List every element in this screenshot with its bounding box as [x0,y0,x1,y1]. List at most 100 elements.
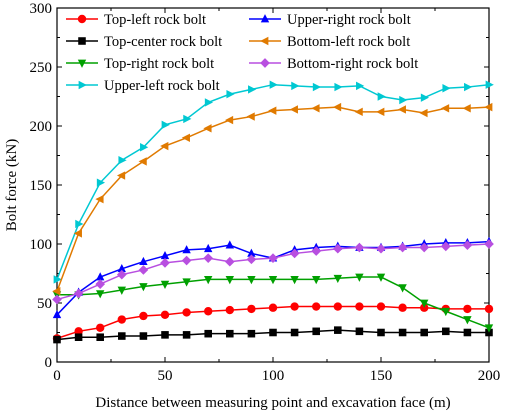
data-point [95,194,104,204]
legend-entry: Top-right rock bolt [66,56,214,72]
data-point [96,178,106,187]
data-point [333,274,342,284]
data-point [462,104,471,113]
legend-entry: Bottom-left rock bolt [249,34,410,50]
data-point [376,243,386,254]
data-point [376,273,386,282]
data-point [377,328,385,337]
y-tick-label: 50 [37,296,52,312]
data-point [204,243,213,253]
data-point [356,81,365,91]
data-point [333,302,342,311]
data-point [463,328,472,337]
data-point [160,310,170,319]
y-tick-label: 250 [30,60,53,76]
data-point [139,332,148,340]
data-point [226,329,234,338]
data-point [204,276,213,285]
legend-swatch-marker [77,14,87,24]
data-point [484,304,494,314]
data-point [53,335,61,344]
data-point [247,276,256,285]
data-point [139,283,148,292]
data-point [334,82,343,92]
legend-label: Bottom-left rock bolt [287,34,410,50]
data-point [160,250,170,260]
data-point [397,105,406,114]
data-point [442,84,451,93]
data-point [484,102,493,112]
data-point [161,120,170,130]
x-tick-label: 100 [262,368,285,384]
plot-series [52,80,494,344]
y-axis-label: Bolt force (kN) [4,139,20,231]
series-upper-left-rock-bolt [53,80,494,284]
legend-label: Top-right rock bolt [104,56,214,72]
data-point [182,278,191,287]
data-point [160,141,169,151]
data-point [312,276,321,285]
data-point [354,107,363,117]
series-bottom-right-rock-bolt [52,239,494,305]
data-point [484,239,494,249]
data-point [246,254,257,265]
data-point [116,171,126,180]
data-point [183,114,192,124]
x-tick-label: 200 [478,368,501,384]
data-point [398,328,407,337]
data-point [420,328,428,337]
data-point [376,302,386,311]
data-point [464,82,473,92]
data-point [52,287,61,296]
data-point [463,304,472,314]
data-point [399,95,408,105]
data-point [182,308,191,317]
data-point [334,326,342,334]
data-point [462,240,473,251]
data-point [355,327,364,336]
data-point [354,242,365,253]
data-point [52,309,62,319]
data-point [140,143,149,152]
data-point [441,307,450,317]
data-point [442,327,450,336]
data-point [204,98,214,107]
data-point [116,269,127,280]
data-point [138,265,149,275]
data-point [181,133,190,142]
x-tick-label: 150 [370,368,393,384]
legend-label: Bottom-right rock bolt [287,56,418,72]
data-point [117,315,127,324]
data-point [268,253,278,263]
data-point [355,302,364,311]
data-point [290,276,299,285]
data-point [269,328,277,337]
data-point [224,256,235,267]
data-point [247,329,256,338]
legend-swatch-marker [260,58,270,68]
data-point [73,229,82,238]
data-point [224,115,234,125]
data-point [311,104,320,113]
data-point [96,333,104,341]
data-point [74,327,83,336]
data-point [117,263,126,273]
data-point [160,258,170,268]
data-point [74,333,83,341]
data-point [463,316,472,325]
data-point [204,329,212,338]
data-point [420,299,429,308]
data-point [225,305,234,315]
data-point [269,80,278,89]
legend-swatch-marker [260,36,269,46]
y-tick-label: 150 [30,178,53,194]
data-point [419,108,428,118]
data-point [95,279,106,289]
data-point [52,294,62,305]
legend-entry: Top-center rock bolt [66,34,222,50]
data-point [290,328,299,337]
data-point [291,81,300,91]
data-point [225,276,234,285]
data-point [290,302,299,311]
